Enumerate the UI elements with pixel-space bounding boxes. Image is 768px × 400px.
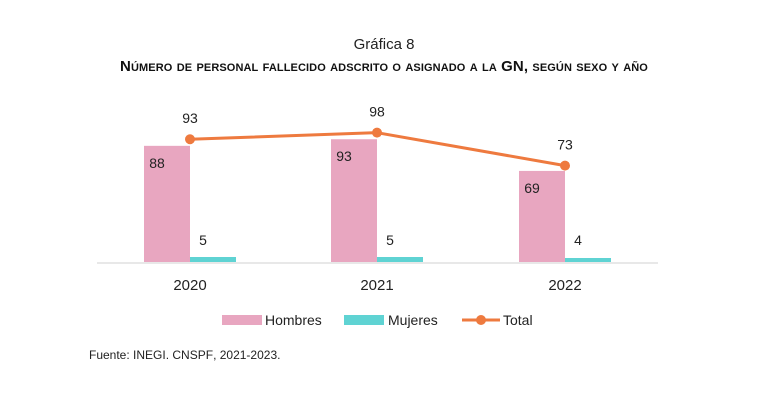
legend-label-hombres: Hombres <box>265 312 322 328</box>
data-label-total-2020: 93 <box>182 110 198 126</box>
bar-hombres-2021 <box>331 139 377 262</box>
source-label: Fuente: <box>89 348 130 362</box>
data-label-total-2021: 98 <box>369 104 385 120</box>
data-label-hombres-2020: 88 <box>149 155 165 171</box>
legend-label-total: Total <box>503 312 533 328</box>
point-total-2022 <box>560 160 570 171</box>
bar-mujeres-2022 <box>565 258 611 262</box>
legend-swatch-mujeres <box>344 315 384 325</box>
bar-mujeres-2020 <box>190 257 236 262</box>
x-tick-label-2021: 2021 <box>360 277 393 294</box>
point-total-2021 <box>372 127 382 138</box>
bar-mujeres-2021 <box>377 257 423 262</box>
chart-title: Número de personal fallecido adscrito o … <box>120 58 648 75</box>
legend-label-mujeres: Mujeres <box>388 312 438 328</box>
bar-hombres-2022 <box>519 170 565 262</box>
data-label-mujeres-2020: 5 <box>199 232 207 248</box>
data-label-total-2022: 73 <box>557 137 573 153</box>
x-tick-label-2022: 2022 <box>548 277 581 294</box>
source-name: INEGI. CNSPF <box>133 348 214 362</box>
source-years: , 2021-2023. <box>213 348 281 362</box>
bar-hombres-2020 <box>144 145 190 262</box>
source-note: Fuente: INEGI. CNSPF, 2021-2023. <box>89 348 280 362</box>
chart-number: Gráfica 8 <box>353 36 415 53</box>
data-label-hombres-2022: 69 <box>524 180 540 196</box>
point-total-2020 <box>185 134 195 145</box>
legend-marker-total <box>476 315 486 325</box>
data-label-hombres-2021: 93 <box>336 148 352 164</box>
legend-swatch-hombres <box>222 315 262 325</box>
x-tick-label-2020: 2020 <box>173 277 206 294</box>
data-label-mujeres-2022: 4 <box>574 232 582 248</box>
data-label-mujeres-2021: 5 <box>386 232 394 248</box>
